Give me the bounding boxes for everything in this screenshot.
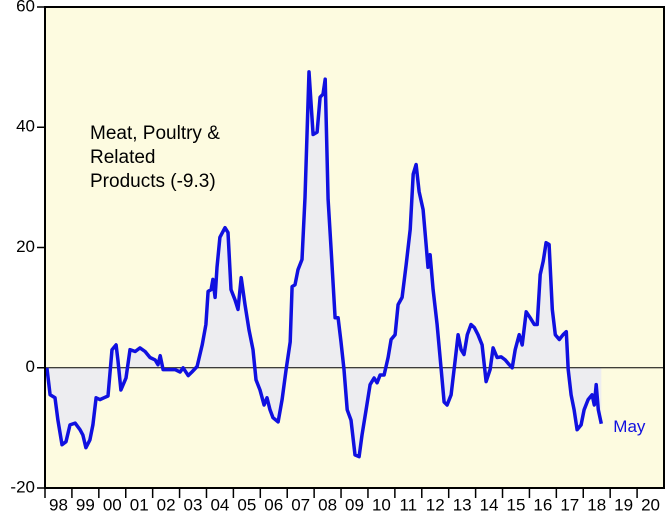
- x-tick-label: 16: [533, 495, 552, 514]
- x-tick-label: 14: [480, 495, 499, 514]
- annotation: Related: [90, 147, 156, 168]
- x-tick-label: 15: [507, 495, 526, 514]
- end-label: May: [613, 417, 646, 436]
- x-tick-label: 19: [614, 495, 633, 514]
- x-tick-label: 01: [130, 495, 149, 514]
- y-tick-label: 60: [16, 0, 35, 15]
- y-tick-label: -20: [10, 477, 35, 496]
- x-tick-label: 02: [157, 495, 176, 514]
- x-tick-label: 11: [399, 495, 417, 514]
- x-tick-label: 08: [318, 495, 337, 514]
- annotation: Products (-9.3): [90, 171, 216, 192]
- x-tick-label: 17: [560, 495, 579, 514]
- y-tick-label: 40: [16, 117, 35, 136]
- x-tick-label: 98: [49, 495, 68, 514]
- x-tick-label: 03: [184, 495, 203, 514]
- line: [45, 70, 604, 459]
- x-tick-label: 99: [76, 495, 95, 514]
- x-tick-label: 07: [291, 495, 310, 514]
- annotation: Meat, Poultry &: [90, 123, 220, 144]
- y-tick-label: 0: [26, 357, 35, 376]
- area: [46, 71, 602, 457]
- x-tick-label: 20: [641, 495, 660, 514]
- y-tick-label: 20: [16, 237, 35, 256]
- x-tick-label: 06: [264, 495, 283, 514]
- x-tick-label: 13: [453, 495, 472, 514]
- x-tick-label: 00: [103, 495, 122, 514]
- x-tick-label: 04: [210, 495, 229, 514]
- x-tick-label: 10: [372, 495, 391, 514]
- x-tick-label: 09: [345, 495, 364, 514]
- x-tick-label: 12: [426, 495, 445, 514]
- x-tick-label: 05: [237, 495, 256, 514]
- x-tick-label: 18: [587, 495, 606, 514]
